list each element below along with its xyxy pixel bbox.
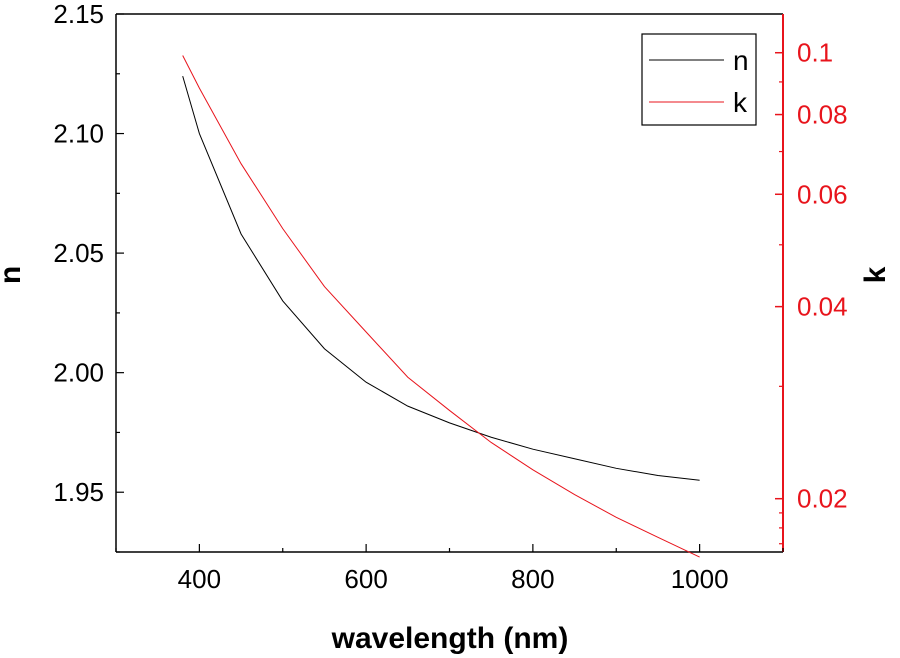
- legend-label-n: n: [733, 45, 749, 76]
- y-right-tick-label: 0.08: [797, 100, 848, 130]
- y-axis-right-title: k: [859, 266, 892, 283]
- y-right-tick-label: 0.04: [797, 292, 848, 322]
- legend-box: [641, 33, 757, 126]
- legend: nk: [641, 33, 757, 126]
- y-left-tick-label: 2.10: [53, 119, 104, 149]
- y-axis-left-title: n: [0, 266, 27, 284]
- x-tick-label: 600: [344, 564, 387, 594]
- y-right-tick-label: 0.1: [797, 38, 833, 68]
- series-line-n: [182, 76, 700, 481]
- series-layer: [182, 55, 700, 558]
- x-tick-label: 400: [178, 564, 221, 594]
- plot-frame: [115, 13, 784, 553]
- y-right-tick-label: 0.02: [797, 484, 848, 514]
- x-tick-label: 800: [511, 564, 554, 594]
- y-axis-left: 1.95 2.00 2.05 2.10 2.15: [53, 0, 124, 553]
- x-tick-label: 1000: [671, 564, 729, 594]
- series-line-k: [182, 55, 700, 558]
- x-axis: 400 600 800 1000: [115, 544, 784, 594]
- y-right-tick-label: 0.06: [797, 179, 848, 209]
- y-left-tick-label: 1.95: [53, 477, 104, 507]
- legend-label-k: k: [733, 87, 748, 118]
- y-left-tick-label: 2.05: [53, 238, 104, 268]
- x-axis-title: wavelength (nm): [331, 622, 569, 655]
- y-axis-right: 0.02 0.04 0.06 0.08 0.1: [775, 38, 848, 545]
- y-left-tick-label: 2.00: [53, 358, 104, 388]
- y-left-tick-label: 2.15: [53, 0, 104, 29]
